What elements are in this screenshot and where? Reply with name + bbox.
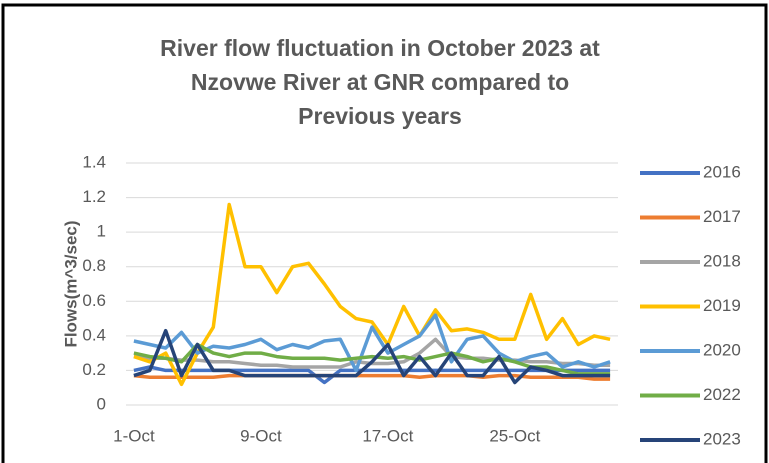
series-line: [133, 202, 611, 387]
legend-label: 2017: [703, 207, 741, 226]
legend-label: 2022: [703, 385, 741, 404]
y-tick-label: 1.2: [82, 187, 106, 206]
legend-label: 2016: [703, 162, 741, 181]
chart-title: River flow fluctuation in October 2023 a…: [160, 35, 600, 61]
series-line: [133, 373, 611, 381]
y-tick-label: 1.4: [82, 152, 106, 171]
frame: [1, 3, 768, 463]
x-tick-label: 1-Oct: [113, 426, 155, 445]
y-tick-label: 1: [97, 222, 106, 241]
y-tick-label: 0.8: [82, 256, 106, 275]
legend-label: 2018: [703, 251, 741, 270]
y-tick-label: 0.6: [82, 291, 106, 310]
legend-label: 2023: [703, 429, 741, 448]
chart-title: Nzovwe River at GNR compared to: [191, 69, 569, 95]
y-tick-label: 0.4: [82, 325, 106, 344]
chart-title: Previous years: [298, 103, 462, 129]
y-axis-label: Flows(m^3/sec): [61, 220, 80, 347]
y-tick-label: 0: [97, 394, 106, 413]
x-tick-label: 9-Oct: [240, 426, 282, 445]
x-tick-label: 25-Oct: [489, 426, 540, 445]
legend-label: 2020: [703, 340, 741, 359]
series-line: [133, 328, 611, 385]
y-tick-label: 0.2: [82, 360, 106, 379]
x-tick-label: 17-Oct: [362, 426, 413, 445]
series-line: [133, 313, 611, 373]
legend-label: 2019: [703, 296, 741, 315]
